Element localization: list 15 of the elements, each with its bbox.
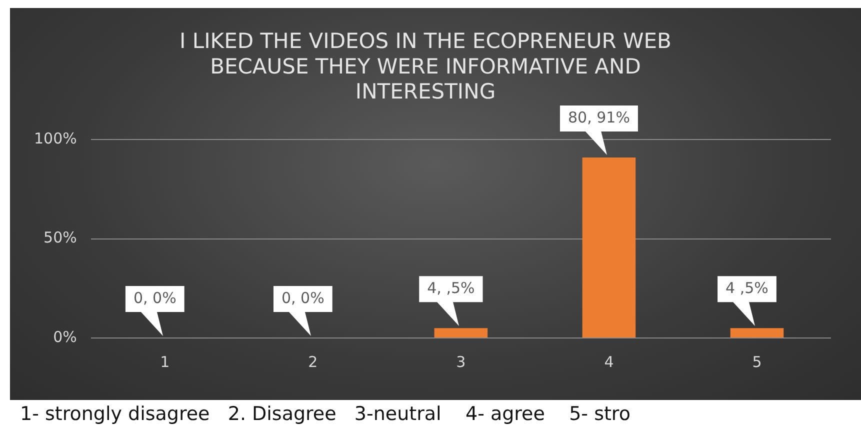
chart-title: I LIKED THE VIDEOS IN THE ECOPRENEUR WEB BECAUSE THEY WERE INFORMATIVE AND INTERESTING — [180, 29, 672, 104]
x-tick-label: 4 — [604, 352, 614, 371]
data-label: 80, 91% — [568, 108, 630, 126]
text: 1- strongly disagree 2. Disagree 3-neutral 4- agree 5- stro — [20, 403, 630, 425]
data-label: 4, ,5% — [427, 278, 475, 297]
x-tick-label: 2 — [308, 352, 318, 371]
y-tick-label: 100% — [34, 129, 77, 148]
data-label: 0, 0% — [281, 288, 324, 307]
data-label: 4 ,5% — [726, 278, 768, 297]
y-tick-label: 0% — [53, 328, 77, 346]
x-tick-label: 5 — [752, 352, 762, 371]
x-tick-label: 1 — [160, 352, 170, 371]
x-tick-label: 3 — [456, 352, 466, 371]
y-tick-label: 50% — [44, 228, 77, 247]
data-label: 0, 0% — [133, 288, 176, 307]
